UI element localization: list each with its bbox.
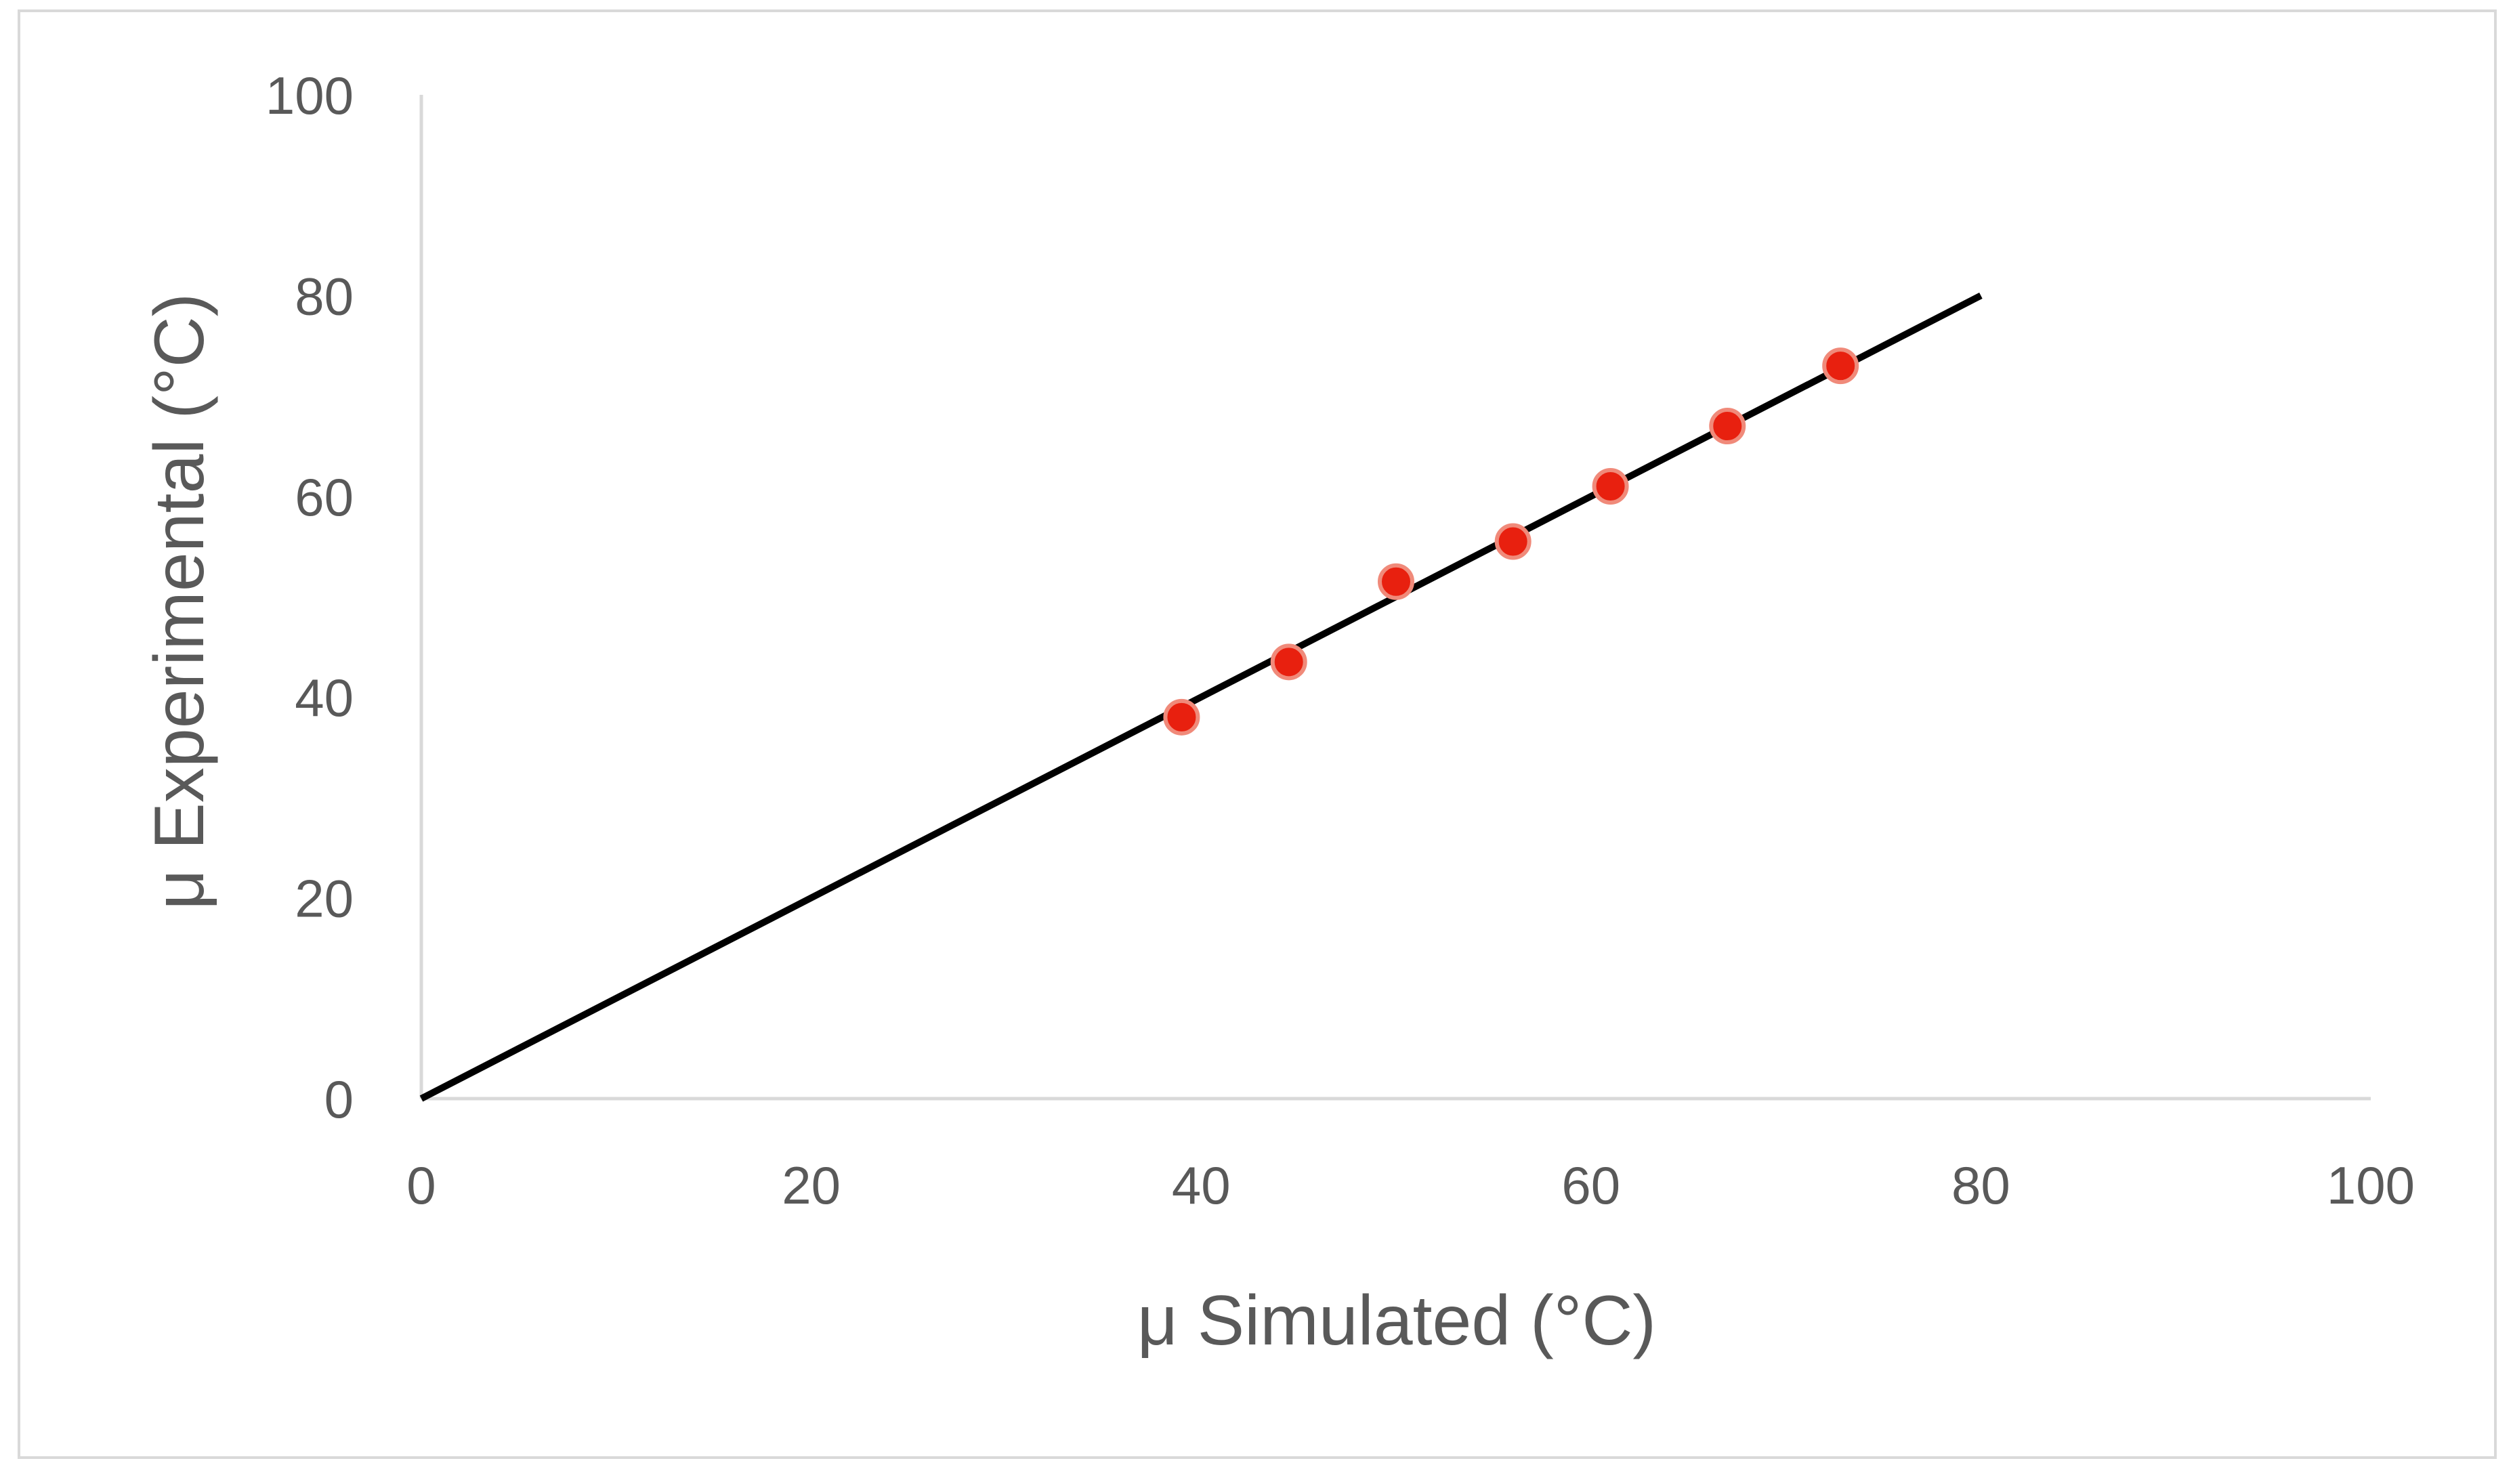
y-tick-label: 60 — [295, 467, 354, 527]
data-points — [1163, 347, 1859, 736]
data-point — [1378, 563, 1414, 600]
fit-line — [419, 292, 1983, 1102]
data-point — [1494, 523, 1532, 560]
y-axis-title: μ Experimental (°C) — [140, 293, 219, 910]
x-tick-label: 60 — [1561, 1156, 1620, 1215]
x-tick-label: 40 — [1172, 1156, 1231, 1215]
fit-lines — [419, 292, 1983, 1102]
y-tick-label: 80 — [295, 266, 354, 326]
x-tick-label: 0 — [406, 1156, 436, 1215]
tick-labels: 0 20 40 60 80 100 0 20 40 60 80 100 — [266, 66, 2415, 1215]
x-axis-title: μ Simulated (°C) — [1137, 1281, 1656, 1360]
data-point — [1822, 347, 1859, 385]
data-point — [1163, 698, 1200, 736]
y-tick-label: 20 — [295, 869, 354, 929]
chart-frame — [18, 9, 2497, 1459]
data-point — [1592, 467, 1629, 505]
data-point — [1709, 408, 1746, 445]
y-tick-label: 0 — [324, 1069, 354, 1129]
x-tick-label: 20 — [782, 1156, 841, 1215]
data-point — [1270, 643, 1307, 681]
y-tick-label: 100 — [266, 66, 354, 125]
axes — [419, 95, 2371, 1101]
y-tick-label: 40 — [295, 668, 354, 727]
x-tick-label: 80 — [1951, 1156, 2010, 1215]
x-tick-label: 100 — [2327, 1156, 2415, 1215]
